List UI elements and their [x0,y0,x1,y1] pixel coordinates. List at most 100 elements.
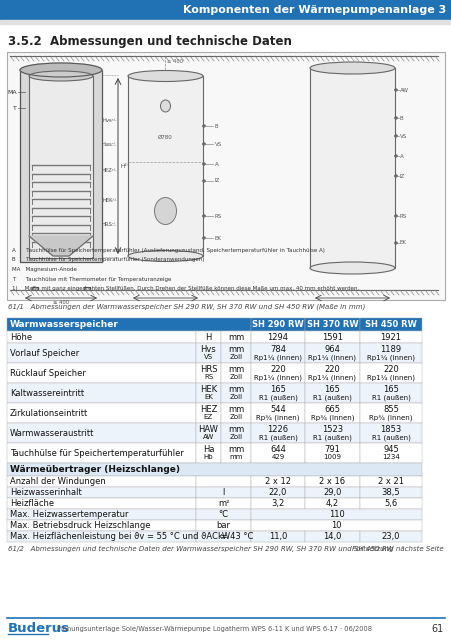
Text: 11,0: 11,0 [268,532,286,541]
Bar [304,476,359,487]
Text: °C: °C [218,510,228,519]
Text: RS: RS [399,214,406,218]
Text: Max. Heizflächenleistung bei ϑv = 55 °C und ϑAC = 43 °C: Max. Heizflächenleistung bei ϑv = 55 °C … [10,532,253,541]
Text: IZ: IZ [215,179,220,184]
Text: AW: AW [202,435,214,440]
Text: Max. Heizwassertemperatur: Max. Heizwassertemperatur [10,510,128,519]
Text: HRS¹⁾: HRS¹⁾ [101,223,116,227]
Bar [196,403,221,423]
Bar [7,487,196,498]
Text: IZ: IZ [399,173,405,179]
Text: Rp1¼ (innen): Rp1¼ (innen) [366,354,414,361]
Bar [304,343,359,363]
Text: mm: mm [227,365,244,374]
Bar [7,463,421,476]
Text: Warmwasseraustritt: Warmwasseraustritt [10,429,94,438]
Text: 110: 110 [328,510,344,519]
Text: SH 450 RW: SH 450 RW [364,320,416,329]
Text: Rp¾ (innen): Rp¾ (innen) [368,414,412,420]
Ellipse shape [128,250,202,262]
Bar [304,498,359,509]
Text: 220: 220 [324,365,340,374]
Text: HEZ¹⁾: HEZ¹⁾ [102,168,116,173]
Text: 3.5.2  Abmessungen und technische Daten: 3.5.2 Abmessungen und technische Daten [8,35,291,49]
Ellipse shape [20,63,102,77]
Text: Wärmeübertrager (Heizschlange): Wärmeübertrager (Heizschlange) [10,465,179,474]
Bar [250,498,304,509]
Text: Rp¾ (innen): Rp¾ (innen) [256,414,299,420]
Text: mm: mm [227,405,244,414]
Text: SH 370 RW: SH 370 RW [306,320,358,329]
Bar [7,476,196,487]
Text: RS: RS [203,374,212,380]
Text: Rp1¼ (innen): Rp1¼ (innen) [308,374,356,381]
Bar [128,76,202,256]
Text: 1226: 1226 [267,425,288,434]
Text: R1 (außen): R1 (außen) [313,434,351,441]
Text: B      Tauchhülse für Speichertemperaturfühler (Sonderanwendungen): B Tauchhülse für Speichertemperaturfühle… [12,257,204,262]
Text: ≥ 400: ≥ 400 [167,59,183,64]
Text: ≥ 400: ≥ 400 [53,300,69,305]
Bar [359,343,421,363]
Bar [221,383,250,403]
Text: Hb: Hb [203,454,213,460]
Bar [196,331,221,343]
Text: Komponenten der Wärmepumpenanlage 3: Komponenten der Wärmepumpenanlage 3 [182,5,445,15]
Bar [359,487,421,498]
Ellipse shape [202,125,205,127]
Text: Max. Betriebsdruck Heizschlange: Max. Betriebsdruck Heizschlange [10,521,150,530]
Text: mm: mm [227,425,244,434]
Text: 1294: 1294 [267,333,288,342]
Text: MA: MA [7,90,17,95]
Text: 61/1   Abmessungen der Warmwasserspeicher SH 290 RW, SH 370 RW und SH 450 RW (Ma: 61/1 Abmessungen der Warmwasserspeicher … [8,304,364,310]
Text: m²: m² [217,499,229,508]
Bar [196,363,221,383]
Text: kW: kW [216,532,230,541]
Text: 1189: 1189 [380,345,400,354]
Text: Fortsetzung nächste Seite: Fortsetzung nächste Seite [352,546,443,552]
Text: R1 (außen): R1 (außen) [371,434,410,441]
Bar [7,498,196,509]
Ellipse shape [202,215,205,217]
Bar [304,383,359,403]
Bar [250,423,304,443]
Bar [304,531,359,542]
Text: 544: 544 [270,405,285,414]
Text: Höhe: Höhe [10,333,32,342]
Text: bar: bar [216,521,230,530]
Bar [7,383,196,403]
Bar [7,318,250,331]
Bar [196,476,250,487]
Text: Heizwasserinhalt: Heizwasserinhalt [10,488,82,497]
Text: A      Tauchhülse für Speichertemperaturfühler (Auslieferungszustand, Speicherte: A Tauchhülse für Speichertemperaturfühle… [12,248,324,253]
Bar [7,331,196,343]
Bar [7,509,196,520]
Text: 14,0: 14,0 [322,532,341,541]
Ellipse shape [202,143,205,145]
Bar [221,423,250,443]
Ellipse shape [202,163,205,165]
Text: Zirkulationseintritt: Zirkulationseintritt [10,408,88,417]
Bar [359,403,421,423]
Text: 665: 665 [324,405,340,414]
Bar [221,331,250,343]
Text: R1 (außen): R1 (außen) [258,434,297,441]
Bar [196,487,250,498]
Text: Zoll: Zoll [229,355,242,360]
Text: EK: EK [215,236,221,241]
Text: HRS: HRS [199,365,217,374]
Bar [304,363,359,383]
Bar [304,487,359,498]
Text: Buderus: Buderus [8,623,70,636]
Bar [250,403,304,423]
Text: Tauchhülse für Speichertemperaturfühler: Tauchhülse für Speichertemperaturfühler [10,449,184,458]
Bar [196,443,221,463]
Bar [20,70,102,262]
Bar [196,423,221,443]
Text: 1009: 1009 [323,454,341,460]
Text: EZ: EZ [203,415,213,420]
Text: 165: 165 [269,385,285,394]
Bar [7,423,196,443]
Text: mm: mm [227,385,244,394]
Text: 5,6: 5,6 [383,499,397,508]
